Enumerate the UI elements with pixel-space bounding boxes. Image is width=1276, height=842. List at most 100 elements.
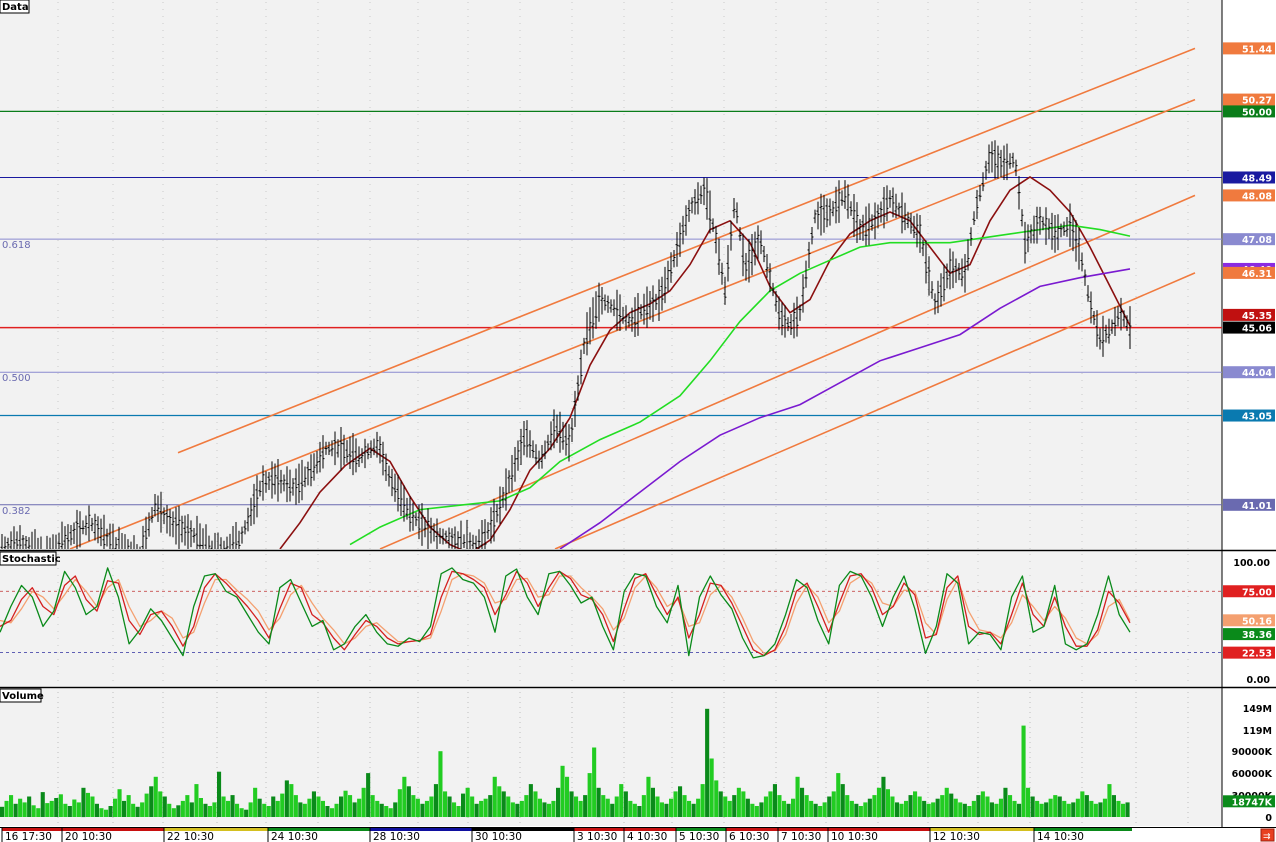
volume-bar xyxy=(1012,800,1017,817)
volume-bar xyxy=(655,796,660,817)
price-axis-badge-text: 50.27 xyxy=(1242,96,1272,107)
price-axis-badge xyxy=(1223,366,1275,379)
volume-bar xyxy=(935,798,940,817)
volume-bar xyxy=(583,795,588,817)
volume-bar xyxy=(994,803,999,817)
volume-bar xyxy=(1111,795,1116,817)
volume-bar xyxy=(601,795,606,817)
stoch-axis-badge-text: 22.53 xyxy=(1242,649,1272,660)
volume-bar xyxy=(72,799,77,817)
volume-bar xyxy=(678,786,683,817)
volume-bar xyxy=(149,786,154,817)
volume-bar xyxy=(574,796,579,817)
volume-bar xyxy=(266,806,271,817)
volume-bar xyxy=(85,792,90,817)
price-axis-badge xyxy=(1223,308,1275,321)
volume-bar xyxy=(908,795,913,817)
volume-bar xyxy=(298,802,303,817)
volume-bar xyxy=(754,806,759,817)
price-axis-badge xyxy=(1223,189,1275,202)
volume-bar xyxy=(840,784,845,817)
scroll-right-button[interactable]: ⇉ xyxy=(1260,828,1275,842)
volume-bar xyxy=(659,802,664,817)
volume-bar xyxy=(836,773,841,817)
x-axis-period-bar xyxy=(778,828,828,831)
volume-bar xyxy=(705,708,710,817)
x-axis-period-bar xyxy=(370,828,472,831)
x-axis-period-bar xyxy=(1034,828,1132,831)
volume-bar xyxy=(230,795,235,817)
volume-bar xyxy=(718,791,723,817)
price-bars xyxy=(0,140,1132,549)
volume-bar xyxy=(596,787,601,818)
volume-bar xyxy=(646,776,651,817)
volume-bar xyxy=(971,800,976,817)
price-axis-badge xyxy=(1223,42,1275,55)
volume-bar xyxy=(700,784,705,817)
channel-line xyxy=(554,272,1196,549)
volume-bar xyxy=(176,805,181,817)
volume-axis-badge-text: 18747K xyxy=(1232,797,1273,808)
price-axis-badge xyxy=(1223,409,1275,422)
stoch-axis-badge xyxy=(1223,628,1275,641)
volume-bar xyxy=(198,798,203,817)
stoch-axis-badge-text: 38.36 xyxy=(1242,630,1272,641)
volume-bar xyxy=(881,776,886,817)
volume-bar xyxy=(962,803,967,817)
volume-bar xyxy=(519,800,524,817)
x-axis-label: 20 10:30 xyxy=(65,831,112,842)
fib-level-label: 0.382 xyxy=(2,506,31,517)
x-axis-period-bar xyxy=(2,828,62,831)
volume-bar xyxy=(605,798,610,817)
stochastic-panel[interactable] xyxy=(0,552,1222,686)
price-panel-label: Data xyxy=(0,0,30,14)
volume-bar xyxy=(117,789,122,817)
stochastic-panel-label-text: Stochastic xyxy=(2,554,61,565)
volume-bar xyxy=(226,800,231,817)
volume-bar xyxy=(800,787,805,818)
volume-bar xyxy=(623,791,628,817)
volume-bar xyxy=(45,803,50,817)
volume-bar xyxy=(135,806,140,817)
volume-bar xyxy=(650,787,655,818)
volume-bar xyxy=(49,800,54,817)
volume-bar xyxy=(818,806,823,817)
volume-bar xyxy=(524,795,529,817)
volume-bar xyxy=(438,751,443,817)
volume-bar xyxy=(958,802,963,817)
volume-bar xyxy=(745,798,750,817)
volume-bar xyxy=(235,803,240,817)
stoch-axis-badge-text: 75.00 xyxy=(1242,587,1272,598)
volume-bar xyxy=(949,793,954,817)
volume-bar xyxy=(27,796,32,817)
volume-bar xyxy=(926,803,931,817)
volume-axis-label: 149M xyxy=(1243,704,1272,715)
volume-bar xyxy=(339,796,344,817)
volume-bar xyxy=(1121,803,1126,817)
volume-bar xyxy=(1093,803,1098,817)
volume-bar xyxy=(479,800,484,817)
x-axis-label: 5 10:30 xyxy=(679,831,719,842)
volume-bar xyxy=(664,803,669,817)
volume-panel[interactable] xyxy=(0,689,1222,826)
volume-axis-label: 0 xyxy=(1265,813,1272,824)
x-axis-label: 3 10:30 xyxy=(577,831,617,842)
volume-bar xyxy=(239,808,244,817)
stoch-axis-label: 0.00 xyxy=(1247,675,1271,686)
volume-bar xyxy=(397,789,402,817)
volume-bar xyxy=(217,771,222,817)
volume-bar xyxy=(443,791,448,817)
price-panel[interactable] xyxy=(0,0,1222,549)
price-axis-badge xyxy=(1223,93,1275,106)
volume-bar xyxy=(944,787,949,818)
volume-bar xyxy=(510,802,515,817)
volume-bar xyxy=(876,787,881,818)
volume-bar xyxy=(203,803,208,817)
x-axis-period-bar xyxy=(164,828,268,831)
volume-bar xyxy=(497,786,502,817)
volume-axis-label: 119M xyxy=(1243,726,1272,737)
volume-bar xyxy=(257,798,262,817)
price-axis-badge-text: 43.05 xyxy=(1242,412,1272,423)
volume-bar xyxy=(732,795,737,817)
volume-bar xyxy=(714,780,719,817)
